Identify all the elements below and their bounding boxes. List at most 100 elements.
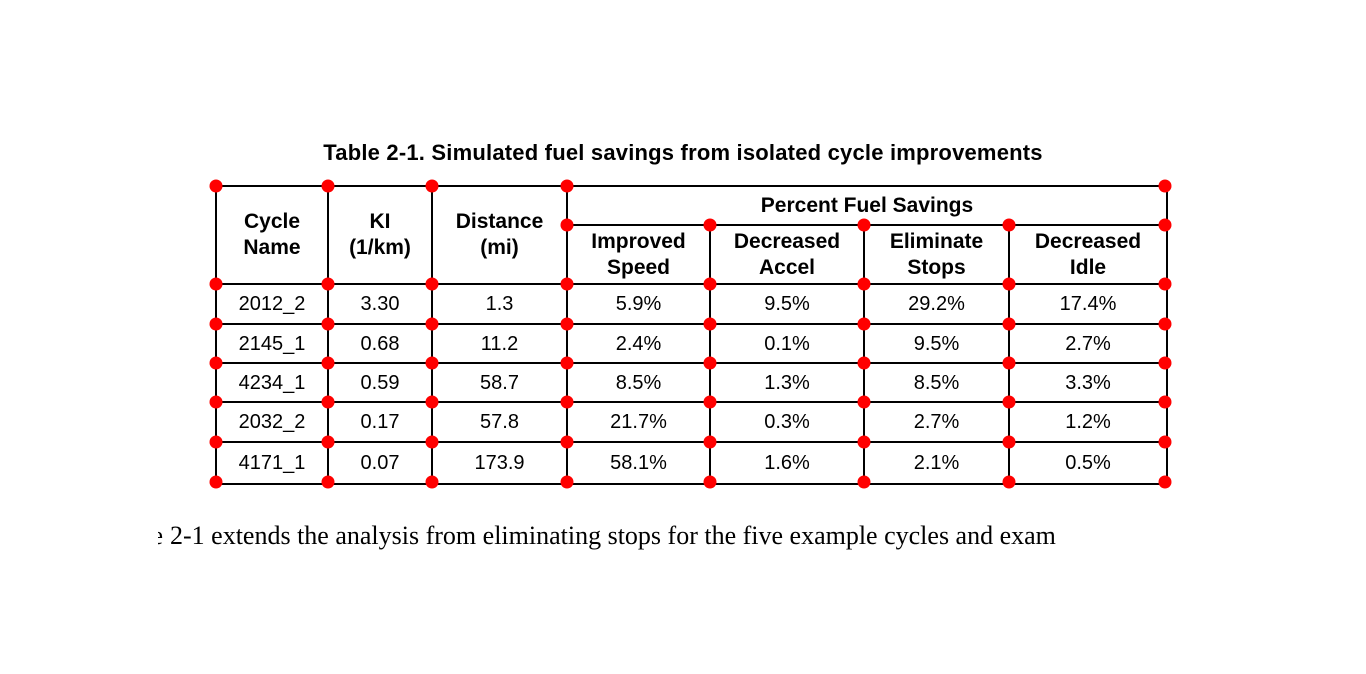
cell-corner-marker[interactable] (425, 475, 439, 489)
table-cell-cycle-name: 2145_1 (217, 325, 329, 364)
cell-corner-marker[interactable] (321, 179, 335, 193)
cell-corner-marker[interactable] (321, 277, 335, 291)
table-cell-cycle-name: 4171_1 (217, 443, 329, 483)
table-cell-improved-speed: 2.4% (568, 325, 711, 364)
cell-corner-marker[interactable] (1158, 218, 1172, 232)
col-header-distance: Distance (mi) (433, 187, 568, 285)
cell-corner-marker[interactable] (560, 435, 574, 449)
table-cell-ki: 0.17 (329, 403, 433, 443)
cell-corner-marker[interactable] (1158, 475, 1172, 489)
cell-corner-marker[interactable] (1002, 218, 1016, 232)
table-cell-decreased-idle: 0.5% (1065, 452, 1111, 474)
cell-corner-marker[interactable] (857, 317, 871, 331)
table-cell-cycle-name: 4234_1 (217, 364, 329, 403)
table-cell-eliminate-stops: 9.5% (865, 325, 1010, 364)
cell-corner-marker[interactable] (1158, 395, 1172, 409)
cell-corner-marker[interactable] (209, 475, 223, 489)
cell-corner-marker[interactable] (1002, 475, 1016, 489)
cell-corner-marker[interactable] (1002, 435, 1016, 449)
table-cell-distance: 173.9 (433, 443, 568, 483)
table-cell-cycle-name: 2012_2 (217, 285, 329, 325)
col-header-ki: KI (1/km) (329, 187, 433, 285)
cell-corner-marker[interactable] (425, 395, 439, 409)
table-cell-improved-speed: 21.7% (568, 403, 711, 443)
table-cell-improved-speed: 5.9% (568, 285, 711, 325)
table-cell-eliminate-stops: 2.1% (865, 443, 1010, 483)
table-cell-decreased-accel: 1.6% (711, 443, 865, 483)
cell-corner-marker[interactable] (209, 356, 223, 370)
cell-corner-marker[interactable] (1158, 317, 1172, 331)
cell-corner-marker[interactable] (321, 317, 335, 331)
cell-corner-marker[interactable] (857, 435, 871, 449)
cell-corner-marker[interactable] (560, 218, 574, 232)
cell-corner-marker[interactable] (560, 475, 574, 489)
col-header-improved-speed: Improved Speed (568, 226, 711, 285)
cell-corner-marker[interactable] (560, 179, 574, 193)
cell-corner-marker[interactable] (857, 277, 871, 291)
cell-corner-marker[interactable] (1158, 277, 1172, 291)
col-header-decreased-idle: Decreased Idle (1010, 226, 1166, 285)
cell-corner-marker[interactable] (425, 277, 439, 291)
cell-corner-marker[interactable] (703, 317, 717, 331)
cell-corner-marker[interactable] (857, 395, 871, 409)
cell-corner-marker[interactable] (209, 179, 223, 193)
cell-corner-marker[interactable] (560, 395, 574, 409)
cell-corner-marker[interactable] (209, 395, 223, 409)
table-cell-distance: 58.7 (433, 364, 568, 403)
cell-corner-marker[interactable] (425, 435, 439, 449)
col-header-cycle-name: Cycle Name (217, 187, 329, 285)
table-cell-decreased-accel: 9.5% (711, 285, 865, 325)
cell-corner-marker[interactable] (1002, 277, 1016, 291)
cell-corner-marker[interactable] (857, 218, 871, 232)
cell-corner-marker[interactable] (321, 395, 335, 409)
cell-corner-marker[interactable] (1158, 179, 1172, 193)
cell-corner-marker[interactable] (560, 356, 574, 370)
table-cell-improved-speed: 8.5% (568, 364, 711, 403)
cell-corner-marker[interactable] (209, 435, 223, 449)
table-cell-decreased-idle: 17.4% (1010, 285, 1166, 325)
cell-corner-marker[interactable] (560, 317, 574, 331)
cell-corner-marker[interactable] (321, 475, 335, 489)
table-cell-distance: 1.3 (433, 285, 568, 325)
col-header-decreased-accel: Decreased Accel (711, 226, 865, 285)
table-cell-decreased-accel: 0.3% (711, 403, 865, 443)
cell-corner-marker[interactable] (425, 317, 439, 331)
cell-corner-marker[interactable] (703, 356, 717, 370)
cell-corner-marker[interactable] (321, 356, 335, 370)
table-cell-ki: 0.68 (329, 325, 433, 364)
cell-corner-marker[interactable] (857, 475, 871, 489)
cell-corner-marker[interactable] (560, 277, 574, 291)
cell-corner-marker[interactable] (1158, 435, 1172, 449)
table-cell-cycle-name: 2032_2 (217, 403, 329, 443)
cell-corner-marker[interactable] (321, 435, 335, 449)
cell-corner-marker[interactable] (1002, 395, 1016, 409)
col-header-eliminate-stops: Eliminate Stops (865, 226, 1010, 285)
cell-corner-marker[interactable] (703, 435, 717, 449)
table-cell-distance: 11.2 (433, 325, 568, 364)
cell-corner-marker[interactable] (425, 356, 439, 370)
table-cell-eliminate-stops: 8.5% (865, 364, 1010, 403)
table-cell-ki: 3.30 (329, 285, 433, 325)
annotated-table: Cycle Name KI (1/km) Distance (mi) Percent … (209, 179, 1172, 489)
cell-corner-marker[interactable] (703, 395, 717, 409)
table-cell-decreased-idle: 3.3% (1010, 364, 1166, 403)
cell-corner-marker[interactable] (857, 356, 871, 370)
table-cell-decreased-idle: 1.2% (1010, 403, 1166, 443)
cell-corner-marker[interactable] (1002, 356, 1016, 370)
cell-corner-marker[interactable] (703, 475, 717, 489)
cell-corner-marker[interactable] (1002, 317, 1016, 331)
fuel-savings-table: Cycle Name KI (1/km) Distance (mi) Percent … (217, 187, 1166, 483)
table-cell-ki: 0.07 (329, 443, 433, 483)
cell-corner-marker[interactable] (1158, 356, 1172, 370)
cell-corner-marker[interactable] (209, 277, 223, 291)
paragraph-visible-text: 2-1 extends the analysis from eliminatin… (170, 521, 1056, 550)
cell-corner-marker[interactable] (209, 317, 223, 331)
table-cell-eliminate-stops: 29.2% (865, 285, 1010, 325)
cell-corner-marker[interactable] (425, 179, 439, 193)
table-cell-ki: 0.59 (329, 364, 433, 403)
table-cell-decreased-accel: 0.1% (711, 325, 865, 364)
table-cell-decreased-idle: 2.7% (1010, 325, 1166, 364)
cell-corner-marker[interactable] (703, 277, 717, 291)
table-cell-distance: 57.8 (433, 403, 568, 443)
cell-corner-marker[interactable] (703, 218, 717, 232)
